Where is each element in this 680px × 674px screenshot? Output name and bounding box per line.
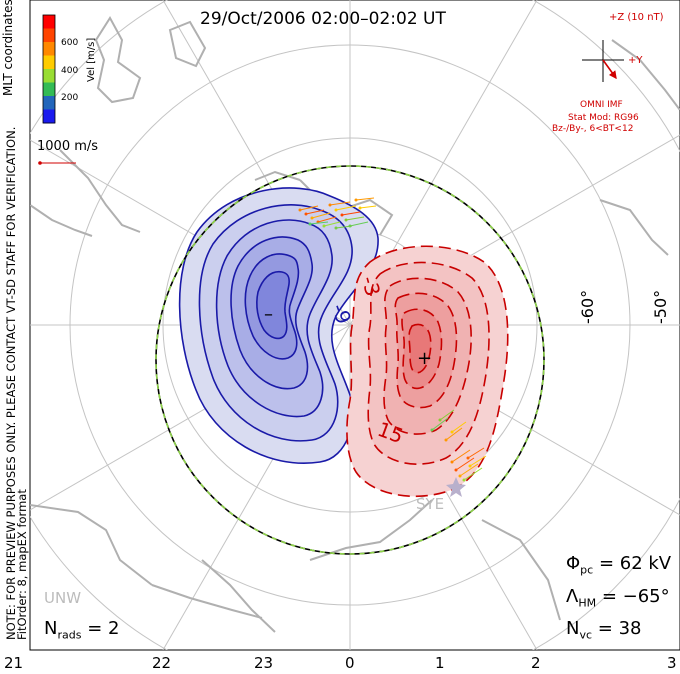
cross-polar-cap-potential: Φpc = 62 kV xyxy=(566,553,671,577)
imf-clock-dial xyxy=(582,40,624,82)
colorbar-swatch xyxy=(43,109,55,124)
imf-source-label: OMNI IMF xyxy=(580,100,623,110)
colorbar-tick-400: 400 xyxy=(61,66,79,76)
mlt-tick-21: 21 xyxy=(4,654,24,672)
coordinate-system-label: MLT coordinates xyxy=(1,0,15,96)
mlt-tick-3: 3 xyxy=(667,654,677,672)
colorbar-tick-200: 200 xyxy=(61,93,79,103)
nrads-symbol: N xyxy=(44,618,58,639)
phi-subscript: pc xyxy=(580,563,594,577)
phi-value: = 62 kV xyxy=(598,553,672,574)
mlt-tick-0: 0 xyxy=(345,654,355,672)
negative-potential-cell xyxy=(178,187,379,464)
fit-order-note: FitOrder: 8, mapEX format xyxy=(15,489,29,640)
station-label-sye: SYE xyxy=(416,495,444,513)
nvc-symbol: N xyxy=(566,618,580,639)
station-label-unw: UNW xyxy=(44,589,81,607)
colorbar-tick-600: 600 xyxy=(61,38,79,48)
lambda-value: = −65° xyxy=(601,586,670,607)
nvc-value: = 38 xyxy=(597,618,642,639)
velocity-reference-label: 1000 m/s xyxy=(37,139,99,154)
latitude-label-50: -50° xyxy=(651,290,670,324)
page-title: 29/Oct/2006 02:00–02:02 UT xyxy=(200,9,446,29)
colorbar-swatch xyxy=(43,96,55,110)
velocity-reference-origin xyxy=(38,161,42,165)
velocity-vectors-lower xyxy=(430,409,487,482)
velocity-vectors-upper xyxy=(298,197,377,230)
radar-site-star xyxy=(446,477,466,497)
mlt-tick-23: 23 xyxy=(254,654,274,672)
mlt-tick-1: 1 xyxy=(435,654,445,672)
vector-count: Nvc = 38 xyxy=(566,618,641,642)
stat-model-label: Stat Mod: RG96 xyxy=(568,113,639,123)
colorbar-swatch xyxy=(43,69,55,83)
colorbar-swatch xyxy=(43,82,55,97)
nrads-value: = 2 xyxy=(87,618,120,639)
colorbar-swatch xyxy=(43,55,55,70)
mlt-tick-2: 2 xyxy=(531,654,541,672)
imf-z-label: +Z (10 nT) xyxy=(609,12,664,23)
nvc-subscript: vc xyxy=(579,628,593,642)
radar-count: Nrads = 2 xyxy=(44,618,119,642)
lambda-symbol: Λ xyxy=(566,586,579,607)
colorbar-label: Vel [m/s] xyxy=(86,37,97,82)
lambda-subscript: HM xyxy=(578,596,597,610)
mlt-tick-22: 22 xyxy=(152,654,172,672)
hm-boundary-latitude: ΛHM = −65° xyxy=(566,586,670,610)
latitude-label-60: -60° xyxy=(578,290,597,324)
colorbar-swatch xyxy=(43,42,55,56)
phi-symbol: Φ xyxy=(566,553,581,574)
colorbar-frame xyxy=(42,14,56,124)
heppner-maynard-boundary-dash xyxy=(155,165,545,555)
positive-potential-cell xyxy=(346,245,509,498)
potential-max-marker: + xyxy=(417,348,432,369)
nrads-subscript: rads xyxy=(57,628,82,642)
velocity-colorbar xyxy=(43,15,55,124)
imf-y-label: +Y xyxy=(628,55,643,66)
continent-outlines xyxy=(30,16,680,633)
colorbar-swatch xyxy=(43,15,55,29)
imf-condition-label: Bz-/By-, 6<BT<12 xyxy=(552,124,634,134)
potential-min-marker: – xyxy=(264,304,273,325)
colorbar-swatch xyxy=(43,28,55,43)
